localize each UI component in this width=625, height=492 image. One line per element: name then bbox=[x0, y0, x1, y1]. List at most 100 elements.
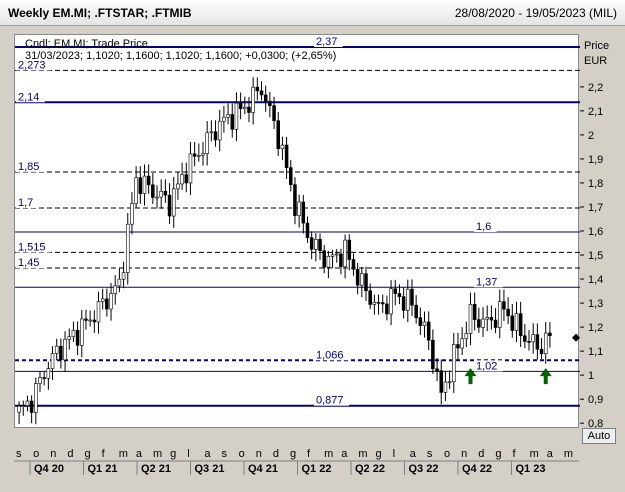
month-label: o bbox=[444, 448, 450, 460]
level-label-bg bbox=[16, 160, 45, 172]
month-label: m bbox=[324, 448, 333, 460]
candle-body bbox=[297, 201, 301, 216]
candle-body bbox=[368, 290, 372, 305]
level-label: 2,14 bbox=[18, 91, 39, 103]
candle-body bbox=[330, 254, 335, 257]
legend-line-2: 31/03/2023; 1,1020; 1,1600; 1,1020; 1,16… bbox=[25, 50, 336, 62]
candle-body bbox=[171, 188, 176, 217]
candle-body bbox=[343, 239, 347, 268]
candle-body bbox=[209, 131, 214, 134]
month-label: n bbox=[50, 448, 56, 460]
candle-body bbox=[351, 259, 356, 270]
candle-body bbox=[355, 269, 360, 286]
time-axis[interactable]: s o n d g f m a m g l a s o n d g f m a m g l a s o n d g f m a m Q4 20 Q1… bbox=[14, 445, 579, 485]
axis-title: Price bbox=[584, 40, 609, 52]
candle-body bbox=[105, 298, 109, 310]
candle-body bbox=[485, 317, 489, 320]
level-label: 1,7 bbox=[18, 197, 33, 209]
month-label: m bbox=[564, 448, 573, 460]
candle-body bbox=[163, 190, 168, 196]
candle-body bbox=[217, 120, 222, 141]
candle-body bbox=[234, 102, 239, 130]
candle-body bbox=[42, 377, 46, 379]
candle-body bbox=[54, 345, 59, 354]
candle-body bbox=[543, 332, 548, 355]
month-label: l bbox=[187, 448, 189, 460]
quarter-label: Q1 21 bbox=[88, 463, 118, 475]
month-label: a bbox=[204, 448, 211, 460]
month-label: o bbox=[33, 448, 39, 460]
axis-tick-label: 1,6 bbox=[588, 226, 603, 238]
candle-body bbox=[401, 296, 406, 311]
candle-body bbox=[138, 177, 143, 194]
candle-body bbox=[75, 329, 80, 346]
axis-tick-label: 1,7 bbox=[588, 202, 603, 214]
title-bar: Weekly EM.MI; .FTSTAR; .FTMIB 28/08/2020… bbox=[0, 0, 625, 26]
level-label-bg bbox=[16, 196, 39, 208]
candle-body bbox=[46, 368, 51, 379]
price-axis[interactable]: 2,2 2,1 2 1,9 1,8 1,7 1,6 1,5 1,4 1,3 1,2 1,1 1 0,9 0,… bbox=[580, 34, 625, 430]
candle-body bbox=[477, 319, 481, 328]
legend-line-1: Cndl; EM.MI; Trade Price bbox=[25, 38, 148, 50]
quarter-label: Q1 22 bbox=[302, 463, 332, 475]
month-label: s bbox=[16, 448, 22, 460]
quarter-label: Q3 21 bbox=[195, 463, 225, 475]
level-label-bg bbox=[314, 394, 349, 406]
candle-body bbox=[34, 383, 38, 413]
candle-body bbox=[380, 302, 385, 305]
quarter-label: Q2 21 bbox=[141, 463, 171, 475]
candle-body bbox=[502, 301, 506, 310]
candle-body bbox=[226, 114, 230, 118]
candle-body bbox=[230, 114, 235, 130]
candle-body bbox=[548, 332, 552, 337]
quarter-label: Q4 21 bbox=[248, 463, 278, 475]
axis-tick-label: 1,1 bbox=[588, 346, 603, 358]
level-label-bg bbox=[314, 36, 343, 48]
candle-body bbox=[289, 167, 293, 186]
candle-body bbox=[50, 353, 55, 369]
level-label: 2,273 bbox=[18, 59, 46, 71]
candle-body bbox=[314, 239, 318, 250]
candle-body bbox=[535, 334, 540, 350]
month-label: g bbox=[495, 448, 501, 460]
level-label-bg bbox=[474, 276, 503, 288]
candle-body bbox=[84, 318, 88, 321]
candle-body bbox=[134, 177, 138, 204]
level-label: 1,066 bbox=[316, 349, 344, 361]
candle-body bbox=[167, 194, 172, 217]
candle-body bbox=[125, 223, 130, 273]
chart-plot-area[interactable]: 2,37 2,273 2,14 1,85 1,7 1,6 1,515 1,45 1,37 1,06… bbox=[14, 34, 580, 429]
axis-tick-label: 1 bbox=[588, 370, 594, 382]
candle-body bbox=[276, 120, 280, 149]
candle-body bbox=[460, 338, 464, 349]
axis-tick-label: 1,8 bbox=[588, 178, 603, 190]
auto-scale-button[interactable]: Auto bbox=[582, 428, 616, 444]
candle-body bbox=[92, 319, 97, 323]
date-range: 28/08/2020 - 19/05/2023 (MIL) bbox=[454, 6, 617, 20]
candle-body bbox=[406, 288, 410, 311]
level-label: 1,45 bbox=[18, 257, 39, 269]
candle-body bbox=[247, 106, 251, 113]
candle-body bbox=[280, 144, 285, 149]
quarter-label: Q3 22 bbox=[409, 463, 439, 475]
candle-body bbox=[268, 100, 272, 106]
candle-body bbox=[100, 298, 105, 302]
month-label: m bbox=[530, 448, 539, 460]
month-label: o bbox=[239, 448, 245, 460]
level-label: 1,37 bbox=[476, 276, 497, 288]
month-label: a bbox=[410, 448, 417, 460]
candle-body bbox=[67, 336, 72, 340]
candle-body bbox=[443, 381, 448, 393]
price-chart[interactable]: 2,37 2,273 2,14 1,85 1,7 1,6 1,515 1,45 1,37 1,06… bbox=[15, 35, 580, 429]
candle-body bbox=[17, 405, 21, 413]
level-label: 1,85 bbox=[18, 161, 39, 173]
candle-body bbox=[59, 345, 63, 361]
axis-unit: EUR bbox=[584, 55, 607, 67]
candle-body bbox=[464, 333, 469, 340]
candle-body bbox=[414, 304, 418, 318]
month-label: a bbox=[136, 448, 143, 460]
candle-body bbox=[251, 86, 255, 113]
candle-body bbox=[151, 184, 155, 198]
candle-body bbox=[293, 184, 297, 216]
month-label: f bbox=[513, 448, 517, 460]
